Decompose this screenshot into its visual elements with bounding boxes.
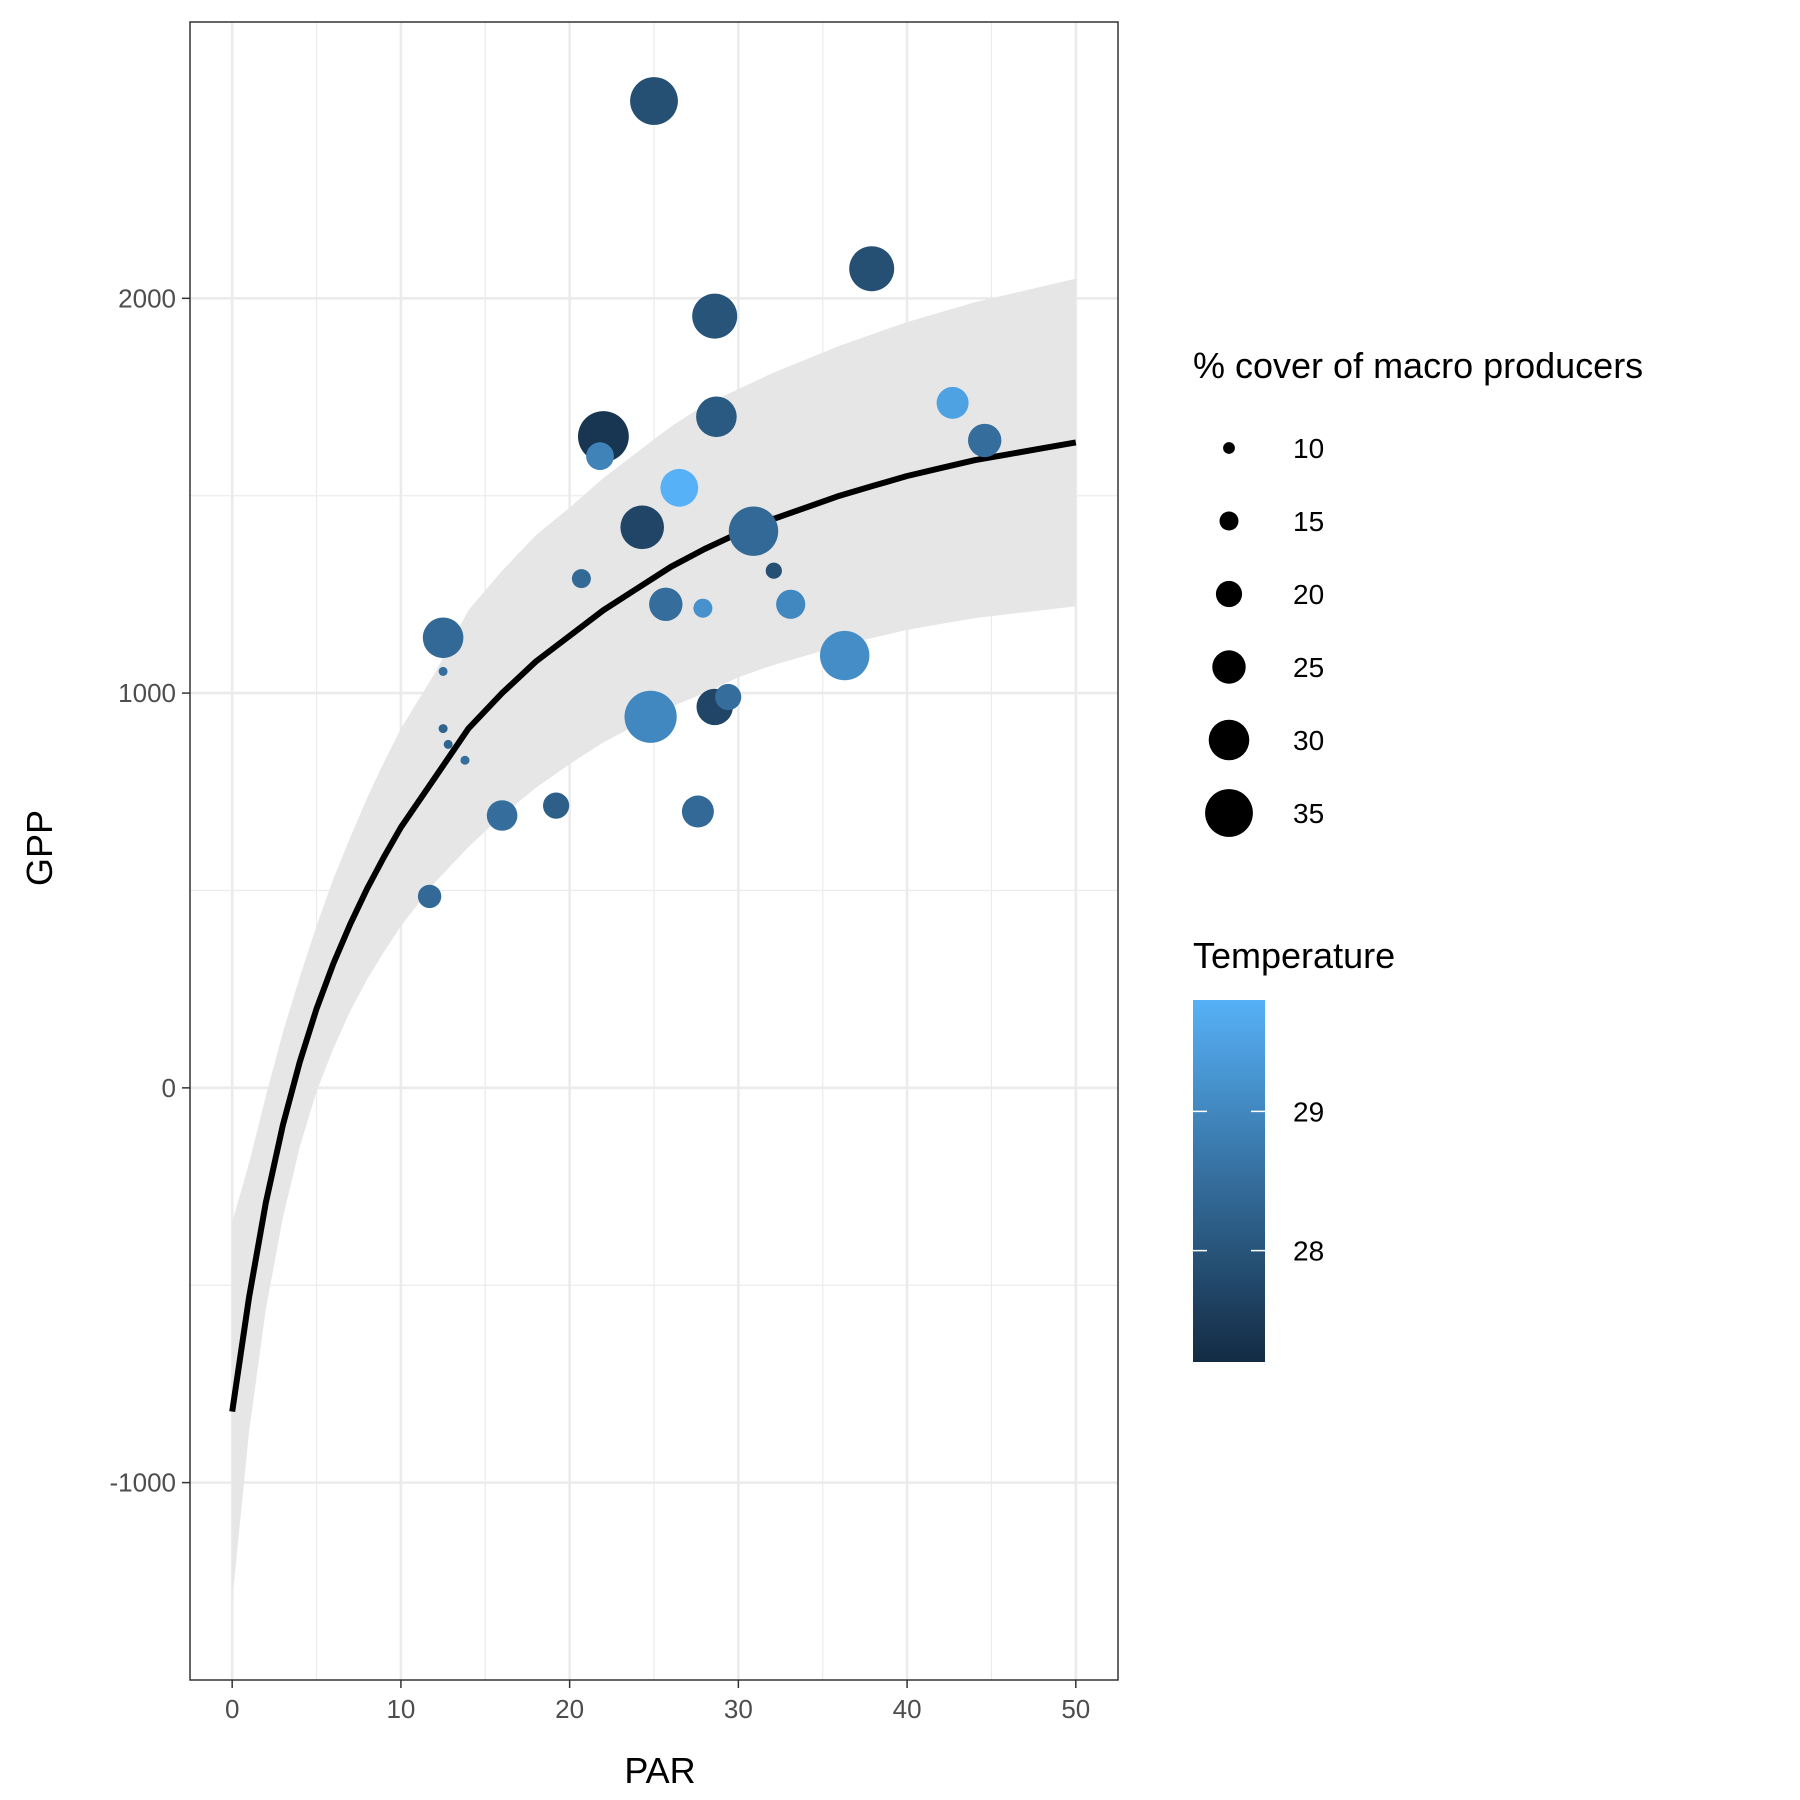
data-point — [422, 617, 464, 659]
panel-border — [189, 21, 1119, 1681]
color-legend: Temperature 28 29 — [1193, 935, 1395, 1362]
size-legend-key — [1205, 789, 1253, 837]
data-point — [438, 724, 448, 734]
data-point — [936, 386, 969, 419]
y-axis-ticks: -1000 0 1000 2000 — [110, 283, 190, 1498]
size-legend-label: 30 — [1293, 725, 1324, 756]
size-legend-label: 25 — [1293, 652, 1324, 683]
color-bar — [1193, 1000, 1265, 1362]
size-legend-title: % cover of macro producers — [1193, 345, 1643, 386]
x-tick-label: 50 — [1061, 1694, 1090, 1724]
data-point — [486, 800, 518, 831]
size-legend-key — [1219, 511, 1239, 531]
y-tick-label: 1000 — [118, 678, 176, 708]
data-point — [624, 690, 677, 743]
data-point — [849, 246, 895, 292]
x-tick-label: 10 — [386, 1694, 415, 1724]
y-axis-title: GPP — [19, 810, 60, 886]
data-point — [630, 77, 678, 125]
data-point — [728, 506, 779, 556]
x-axis-title: PAR — [624, 1750, 695, 1791]
size-legend-label: 35 — [1293, 798, 1324, 829]
data-point — [692, 293, 738, 339]
color-legend-title: Temperature — [1193, 935, 1395, 976]
x-tick-label: 20 — [555, 1694, 584, 1724]
size-legend-key — [1212, 650, 1246, 684]
x-tick-label: 40 — [893, 1694, 922, 1724]
data-point — [820, 630, 870, 681]
data-point — [681, 795, 714, 828]
confidence-ribbon — [232, 278, 1076, 1602]
y-tick-label: 2000 — [118, 283, 176, 313]
data-point — [696, 396, 737, 438]
data-point — [586, 442, 614, 471]
data-point — [968, 423, 1002, 458]
data-point — [443, 739, 453, 749]
data-point — [776, 589, 806, 619]
data-point — [571, 569, 591, 589]
y-tick-label: 0 — [162, 1073, 176, 1103]
data-points — [417, 77, 1002, 909]
size-legend-label: 10 — [1293, 433, 1324, 464]
size-legend-key — [1208, 719, 1250, 761]
size-legend-key — [1223, 442, 1235, 454]
data-point — [543, 792, 570, 819]
data-point — [649, 587, 683, 621]
fit-line — [229, 439, 1077, 1413]
data-point — [417, 884, 442, 909]
data-point — [693, 598, 713, 618]
data-point — [620, 505, 664, 550]
data-point — [438, 666, 448, 676]
data-point — [460, 755, 470, 765]
y-tick-label: -1000 — [110, 1468, 177, 1498]
size-legend-label: 20 — [1293, 579, 1324, 610]
size-legend-key — [1215, 580, 1243, 608]
color-legend-label: 28 — [1293, 1236, 1324, 1267]
color-legend-label: 29 — [1293, 1096, 1324, 1127]
data-point — [765, 562, 782, 579]
fit-curve — [229, 439, 1077, 1413]
x-tick-label: 30 — [724, 1694, 753, 1724]
x-axis-ticks: 0 10 20 30 40 50 — [225, 1680, 1090, 1724]
data-point — [660, 468, 699, 507]
x-tick-label: 0 — [225, 1694, 239, 1724]
size-legend: % cover of macro producers 10 15 20 25 30 35 — [1193, 345, 1643, 837]
size-legend-label: 15 — [1293, 506, 1324, 537]
ribbon-area — [232, 278, 1076, 1602]
data-point — [715, 683, 742, 711]
